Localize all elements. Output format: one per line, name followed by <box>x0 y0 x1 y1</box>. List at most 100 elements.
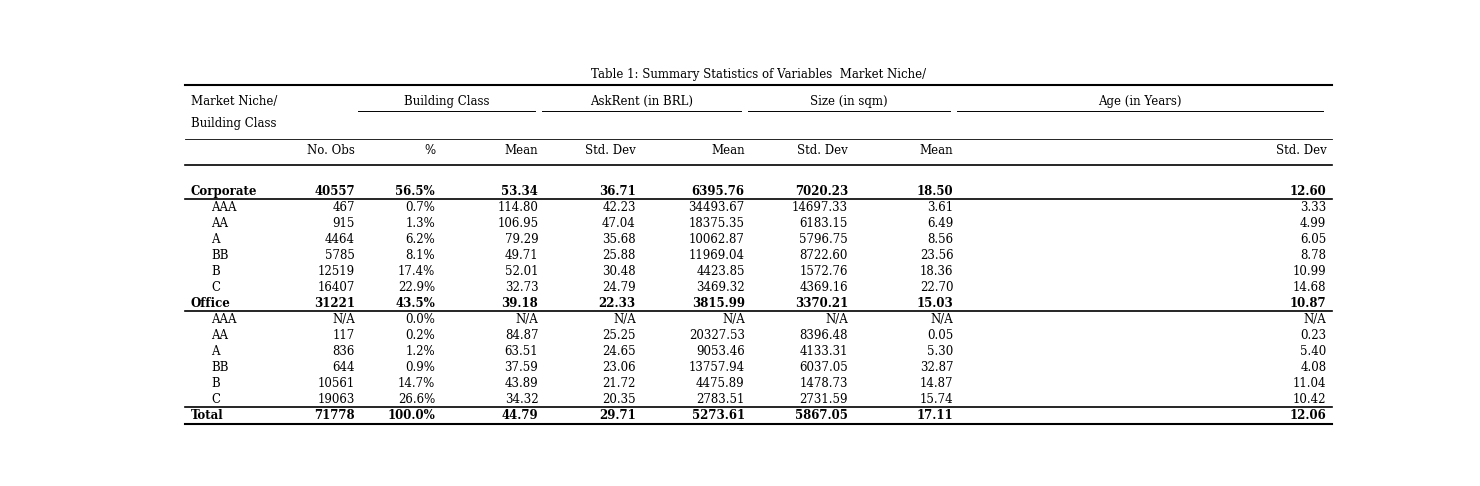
Text: 14.68: 14.68 <box>1292 281 1326 294</box>
Text: 0.05: 0.05 <box>928 329 953 342</box>
Text: 32.87: 32.87 <box>921 361 953 374</box>
Text: 5273.61: 5273.61 <box>691 409 744 422</box>
Text: 20.35: 20.35 <box>602 393 636 406</box>
Text: 644: 644 <box>332 361 355 374</box>
Text: Building Class: Building Class <box>404 95 490 108</box>
Text: BB: BB <box>212 361 229 374</box>
Text: 12.06: 12.06 <box>1289 409 1326 422</box>
Text: 10561: 10561 <box>318 377 355 390</box>
Text: 106.95: 106.95 <box>497 217 539 230</box>
Text: BB: BB <box>212 249 229 262</box>
Text: 22.33: 22.33 <box>598 297 636 310</box>
Text: Size (in sqm): Size (in sqm) <box>811 95 888 108</box>
Text: 21.72: 21.72 <box>602 377 636 390</box>
Text: 0.0%: 0.0% <box>406 313 435 326</box>
Text: Std. Dev: Std. Dev <box>1276 143 1326 156</box>
Text: 0.9%: 0.9% <box>406 361 435 374</box>
Text: 8722.60: 8722.60 <box>799 249 848 262</box>
Text: 6183.15: 6183.15 <box>799 217 848 230</box>
Text: 23.06: 23.06 <box>602 361 636 374</box>
Text: 22.9%: 22.9% <box>398 281 435 294</box>
Text: 53.34: 53.34 <box>502 185 539 198</box>
Text: Market Niche/: Market Niche/ <box>191 95 277 108</box>
Text: 11.04: 11.04 <box>1292 377 1326 390</box>
Text: 7020.23: 7020.23 <box>795 185 848 198</box>
Text: 24.65: 24.65 <box>602 345 636 358</box>
Text: 47.04: 47.04 <box>602 217 636 230</box>
Text: 5.40: 5.40 <box>1299 345 1326 358</box>
Text: 44.79: 44.79 <box>502 409 539 422</box>
Text: 34493.67: 34493.67 <box>688 201 744 214</box>
Text: 5796.75: 5796.75 <box>799 233 848 246</box>
Text: C: C <box>212 281 221 294</box>
Text: 10.42: 10.42 <box>1292 393 1326 406</box>
Text: 6.49: 6.49 <box>928 217 953 230</box>
Text: 1.3%: 1.3% <box>406 217 435 230</box>
Text: 4.99: 4.99 <box>1299 217 1326 230</box>
Text: 3469.32: 3469.32 <box>696 281 744 294</box>
Text: 467: 467 <box>332 201 355 214</box>
Text: 40557: 40557 <box>314 185 355 198</box>
Text: 836: 836 <box>333 345 355 358</box>
Text: 11969.04: 11969.04 <box>688 249 744 262</box>
Text: No. Obs: No. Obs <box>306 143 355 156</box>
Text: 37.59: 37.59 <box>505 361 539 374</box>
Text: 20327.53: 20327.53 <box>688 329 744 342</box>
Text: 49.71: 49.71 <box>505 249 539 262</box>
Text: N/A: N/A <box>515 313 539 326</box>
Text: Std. Dev: Std. Dev <box>585 143 636 156</box>
Text: Std. Dev: Std. Dev <box>798 143 848 156</box>
Text: Corporate: Corporate <box>191 185 258 198</box>
Text: 32.73: 32.73 <box>505 281 539 294</box>
Text: 6.2%: 6.2% <box>406 233 435 246</box>
Text: Age (in Years): Age (in Years) <box>1098 95 1181 108</box>
Text: 5.30: 5.30 <box>928 345 953 358</box>
Text: 25.25: 25.25 <box>602 329 636 342</box>
Text: 3.61: 3.61 <box>928 201 953 214</box>
Text: 4.08: 4.08 <box>1299 361 1326 374</box>
Text: A: A <box>212 345 221 358</box>
Text: 8.78: 8.78 <box>1301 249 1326 262</box>
Text: Building Class: Building Class <box>191 117 277 130</box>
Text: 6395.76: 6395.76 <box>691 185 744 198</box>
Text: 9053.46: 9053.46 <box>696 345 744 358</box>
Text: A: A <box>212 233 221 246</box>
Text: 117: 117 <box>333 329 355 342</box>
Text: 18.50: 18.50 <box>918 185 953 198</box>
Text: 43.89: 43.89 <box>505 377 539 390</box>
Text: 2783.51: 2783.51 <box>697 393 744 406</box>
Text: 34.32: 34.32 <box>505 393 539 406</box>
Text: 5867.05: 5867.05 <box>795 409 848 422</box>
Text: 30.48: 30.48 <box>602 265 636 278</box>
Text: 6.05: 6.05 <box>1299 233 1326 246</box>
Text: 25.88: 25.88 <box>602 249 636 262</box>
Text: AAA: AAA <box>212 313 237 326</box>
Text: 8.56: 8.56 <box>928 233 953 246</box>
Text: AA: AA <box>212 217 228 230</box>
Text: 18375.35: 18375.35 <box>688 217 744 230</box>
Text: 84.87: 84.87 <box>505 329 539 342</box>
Text: 14697.33: 14697.33 <box>792 201 848 214</box>
Text: 0.23: 0.23 <box>1299 329 1326 342</box>
Text: 12519: 12519 <box>318 265 355 278</box>
Text: 6037.05: 6037.05 <box>799 361 848 374</box>
Text: 18.36: 18.36 <box>921 265 953 278</box>
Text: 2731.59: 2731.59 <box>799 393 848 406</box>
Text: N/A: N/A <box>931 313 953 326</box>
Text: N/A: N/A <box>332 313 355 326</box>
Text: 36.71: 36.71 <box>599 185 636 198</box>
Text: N/A: N/A <box>826 313 848 326</box>
Text: N/A: N/A <box>613 313 636 326</box>
Text: 35.68: 35.68 <box>602 233 636 246</box>
Text: 56.5%: 56.5% <box>395 185 435 198</box>
Text: 63.51: 63.51 <box>505 345 539 358</box>
Text: 114.80: 114.80 <box>497 201 539 214</box>
Text: 14.7%: 14.7% <box>398 377 435 390</box>
Text: Total: Total <box>191 409 223 422</box>
Text: 0.7%: 0.7% <box>406 201 435 214</box>
Text: Mean: Mean <box>710 143 744 156</box>
Text: 12.60: 12.60 <box>1289 185 1326 198</box>
Text: 26.6%: 26.6% <box>398 393 435 406</box>
Text: 10062.87: 10062.87 <box>688 233 744 246</box>
Text: 22.70: 22.70 <box>921 281 953 294</box>
